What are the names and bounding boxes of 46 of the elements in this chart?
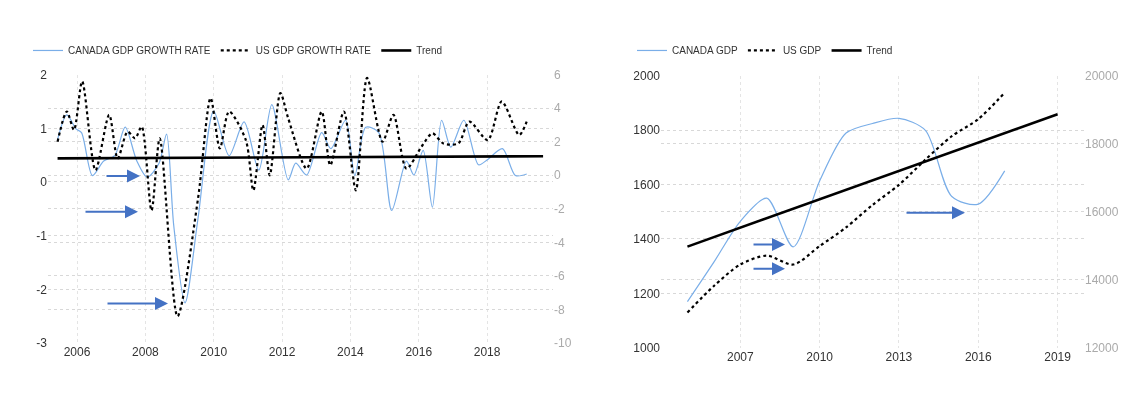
legend-label: CANADA GDP GROWTH RATE <box>68 45 211 57</box>
line-series <box>686 117 1006 303</box>
y2-tick-label: 14000 <box>1085 273 1119 288</box>
x-tick-label: 2019 <box>1044 349 1072 364</box>
y2-tick-label: 20000 <box>1085 68 1119 83</box>
y-tick-label: -1 <box>36 228 48 243</box>
y2-tick-label: 6 <box>554 67 561 82</box>
x-tick-label: 2006 <box>63 345 91 360</box>
x-tick-label: 2016 <box>405 345 433 360</box>
y-tick-label: 1 <box>40 121 48 136</box>
y2-tick-label: -6 <box>554 269 565 284</box>
y-tick-label: -2 <box>36 282 48 297</box>
y-tick-label: 2000 <box>633 68 661 83</box>
x-tick-label: 2016 <box>964 349 992 364</box>
y-tick-label: 1000 <box>633 341 661 356</box>
y-tick-label: 0 <box>40 175 48 190</box>
y-tick-label: 1800 <box>633 123 661 138</box>
x-tick-label: 2008 <box>132 345 160 360</box>
y2-tick-label: 0 <box>554 168 561 183</box>
y-tick-label: 1600 <box>633 177 661 192</box>
legend-label: Trend <box>866 45 893 57</box>
x-tick-label: 2012 <box>268 345 296 360</box>
y-tick-label: 2 <box>40 67 48 82</box>
y2-tick-label: 4 <box>554 101 561 116</box>
y2-tick-label: -10 <box>554 336 572 351</box>
x-tick-label: 2018 <box>473 345 501 360</box>
y2-tick-label: -2 <box>554 202 565 217</box>
legend-label: US GDP GROWTH RATE <box>255 45 372 57</box>
x-tick-label: 2010 <box>806 349 834 364</box>
legend-label: US GDP <box>782 45 822 57</box>
x-tick-label: 2013 <box>885 349 913 364</box>
y-tick-label: 1400 <box>633 232 661 247</box>
x-tick-label: 2007 <box>726 349 754 364</box>
x-tick-label: 2014 <box>337 345 365 360</box>
y2-tick-label: -4 <box>554 235 565 250</box>
y-tick-label: 1200 <box>633 286 661 301</box>
x-tick-label: 2010 <box>200 345 228 360</box>
y2-tick-label: 12000 <box>1085 341 1119 356</box>
legend-label: Trend <box>416 45 443 57</box>
line-series <box>56 104 528 304</box>
legend-label: CANADA GDP <box>672 45 738 57</box>
y2-tick-label: 18000 <box>1085 136 1119 151</box>
y-tick-label: -3 <box>36 336 48 351</box>
y2-tick-label: -8 <box>554 302 565 317</box>
y2-tick-label: 2 <box>554 134 561 149</box>
y2-tick-label: 16000 <box>1085 204 1119 219</box>
